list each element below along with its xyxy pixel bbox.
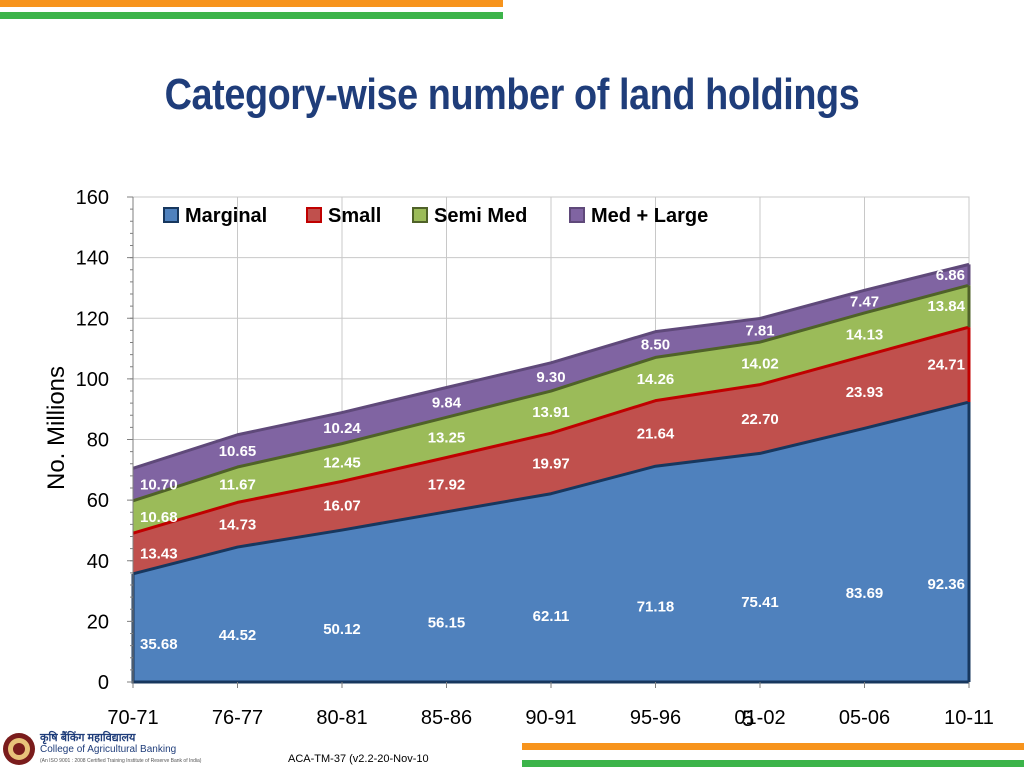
college-name: College of Agricultural Banking (40, 744, 177, 755)
page-title: Category-wise number of land holdings (164, 70, 860, 119)
data-label-marginal: 50.12 (323, 621, 361, 638)
data-label-small: 23.93 (846, 384, 884, 401)
y-axis-title: No. Millions (43, 366, 70, 490)
data-label-semi-med: 13.25 (428, 429, 466, 446)
y-tick-label: 80 (87, 430, 109, 452)
data-label-med-large: 10.24 (323, 420, 361, 437)
data-label-small: 22.70 (741, 411, 779, 428)
x-tick-label: 85-86 (421, 707, 472, 729)
legend-swatch-semi-med (412, 207, 428, 223)
footer-code: ACA-TM-37 (v2.2-20-Nov-10 (288, 753, 429, 765)
x-tick-label: 90-91 (525, 707, 576, 729)
area-marginal (133, 402, 969, 682)
data-label-small: 21.64 (637, 425, 675, 442)
legend-label-med-large: Med + Large (591, 205, 708, 227)
data-label-med-large: 10.65 (219, 443, 257, 460)
x-tick-label: 95-96 (630, 707, 681, 729)
data-label-med-large: 8.50 (641, 337, 670, 354)
data-label-small: 13.43 (140, 545, 178, 562)
edge-line-med-large (132, 262, 970, 470)
x-tick-label: 05-06 (839, 707, 890, 729)
legend-label-small: Small (328, 205, 381, 227)
data-label-semi-med: 13.84 (927, 298, 965, 315)
college-logo-icon (3, 733, 35, 765)
data-label-med-large: 7.81 (745, 322, 774, 339)
data-label-small: 17.92 (428, 477, 466, 494)
data-label-marginal: 75.41 (741, 594, 779, 611)
bottom-green-bar (522, 760, 1024, 767)
legend-label-semi-med: Semi Med (434, 205, 527, 227)
data-label-marginal: 83.69 (846, 585, 884, 602)
data-label-marginal: 71.18 (637, 598, 675, 615)
data-label-med-large: 7.47 (850, 294, 879, 311)
x-tick-label: 70-71 (107, 707, 158, 729)
legend-swatch-marginal (163, 207, 179, 223)
y-tick-label: 140 (76, 248, 109, 270)
data-label-semi-med: 14.02 (741, 355, 779, 372)
college-subtitle: (An ISO 9001 : 2008 Certified Training I… (40, 758, 202, 764)
data-label-med-large: 9.84 (432, 394, 462, 411)
data-label-med-large: 10.70 (140, 477, 178, 494)
data-label-marginal: 35.68 (140, 636, 178, 653)
x-tick-label: 01-02 (734, 707, 785, 729)
y-tick-label: 160 (76, 187, 109, 209)
data-label-marginal: 92.36 (927, 576, 965, 593)
area-semi-med (133, 285, 969, 534)
x-tick-label: 10-11 (944, 707, 994, 729)
data-label-semi-med: 13.91 (532, 404, 570, 421)
y-tick-label: 120 (76, 308, 109, 330)
edge-line-marginal (132, 400, 970, 576)
data-label-small: 16.07 (323, 498, 361, 515)
data-label-semi-med: 10.68 (140, 509, 178, 526)
data-label-semi-med: 12.45 (323, 454, 361, 471)
data-label-semi-med: 11.67 (219, 477, 256, 494)
y-tick-label: 60 (87, 490, 109, 512)
edge-line-small (132, 325, 970, 535)
y-tick-label: 40 (87, 551, 109, 573)
y-tick-label: 100 (76, 369, 109, 391)
data-label-marginal: 62.11 (533, 608, 570, 625)
y-tick-label: 20 (87, 611, 109, 633)
data-label-small: 14.73 (219, 517, 257, 534)
data-label-semi-med: 14.26 (637, 371, 675, 388)
area-small (133, 327, 969, 574)
x-tick-label: 76-77 (212, 707, 263, 729)
area-med-large (133, 264, 969, 501)
data-label-med-large: 9.30 (536, 369, 565, 386)
bottom-orange-bar (522, 743, 1024, 750)
data-label-marginal: 56.15 (428, 614, 466, 631)
legend-swatch-med-large (569, 207, 585, 223)
data-label-marginal: 44.52 (219, 627, 257, 644)
page-number: 5 (742, 706, 755, 731)
data-label-small: 19.97 (532, 455, 570, 472)
x-tick-label: 80-81 (316, 707, 367, 729)
top-green-bar (0, 12, 503, 19)
y-tick-label: 0 (98, 672, 109, 694)
data-label-semi-med: 14.13 (846, 326, 884, 343)
data-label-small: 24.71 (927, 357, 965, 374)
legend-swatch-small (306, 207, 322, 223)
edge-line-semi-med (132, 283, 970, 503)
top-orange-bar (0, 0, 503, 7)
data-label-med-large: 6.86 (936, 267, 965, 284)
college-name-hindi: कृषि बैंकिंग महाविद्यालय (40, 732, 136, 744)
legend-label-marginal: Marginal (185, 205, 267, 227)
